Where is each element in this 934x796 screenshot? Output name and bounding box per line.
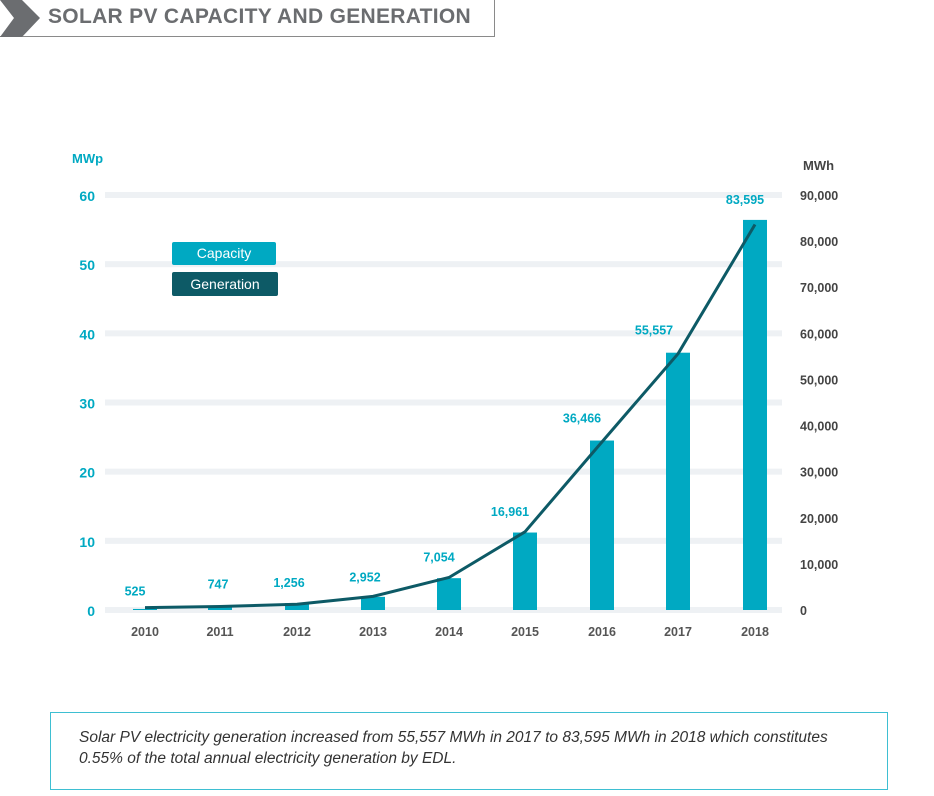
y-right-tick-label: 20,000 xyxy=(800,512,838,526)
section-header: SOLAR PV CAPACITY AND GENERATION xyxy=(0,0,495,37)
gridline xyxy=(105,261,782,268)
y-left-tick-label: 10 xyxy=(79,534,95,550)
generation-data-label: 16,961 xyxy=(491,505,529,519)
x-tick-label: 2018 xyxy=(741,625,769,639)
y-right-tick-label: 70,000 xyxy=(800,281,838,295)
y-right-axis-label: MWh xyxy=(803,158,834,173)
x-tick-label: 2011 xyxy=(206,625,233,639)
y-left-axis-label: MWp xyxy=(72,151,103,166)
section-title: SOLAR PV CAPACITY AND GENERATION xyxy=(48,5,472,28)
y-right-tick-label: 40,000 xyxy=(800,420,838,434)
generation-data-label: 747 xyxy=(208,578,229,592)
chart: 0 10 20 30 40 50 60 MWp 0 10,000 20,000 30,000 40,00… xyxy=(72,151,838,639)
generation-data-label: 1,256 xyxy=(273,576,304,590)
capacity-bar xyxy=(666,352,690,610)
y-left-tick-label: 30 xyxy=(79,396,95,412)
generation-data-label: 525 xyxy=(125,585,146,599)
y-right-tick-label: 50,000 xyxy=(800,373,838,387)
capacity-bar xyxy=(743,219,767,610)
gridline xyxy=(105,468,782,475)
y-right-tick-label: 80,000 xyxy=(800,235,838,249)
generation-data-label: 7,054 xyxy=(423,550,454,564)
gridline xyxy=(105,399,782,406)
legend-generation-label: Generation xyxy=(190,276,259,292)
generation-data-label: 36,466 xyxy=(563,412,601,426)
capacity-bar xyxy=(590,440,614,610)
x-tick-label: 2016 xyxy=(588,625,616,639)
x-tick-label: 2014 xyxy=(435,625,463,639)
x-tick-label: 2015 xyxy=(511,625,539,639)
y-right-tick-label: 10,000 xyxy=(800,558,838,572)
y-left-tick-label: 50 xyxy=(79,257,95,273)
x-tick-label: 2013 xyxy=(359,625,387,639)
generation-data-label: 83,595 xyxy=(726,193,764,207)
y-left-tick-label: 40 xyxy=(79,326,95,342)
legend-capacity-swatch xyxy=(172,242,276,265)
capacity-bar xyxy=(361,596,385,610)
capacity-bar xyxy=(285,603,309,610)
generation-data-label: 2,952 xyxy=(349,570,380,584)
gridline xyxy=(105,192,782,198)
capacity-bar xyxy=(208,607,232,610)
caption-box: Solar PV electricity generation increase… xyxy=(50,712,888,790)
capacity-bar xyxy=(513,532,537,610)
y-right-tick-label: 90,000 xyxy=(800,189,838,203)
gridline xyxy=(105,537,782,544)
y-left-tick-label: 20 xyxy=(79,465,95,481)
gridline xyxy=(105,330,782,337)
x-tick-label: 2010 xyxy=(131,625,159,639)
x-tick-label: 2012 xyxy=(283,625,311,639)
legend-generation-swatch xyxy=(172,272,278,296)
y-right-tick-label: 0 xyxy=(800,604,807,618)
y-left-tick-label: 0 xyxy=(87,603,95,619)
x-tick-label: 2017 xyxy=(664,625,692,639)
capacity-bar xyxy=(133,608,157,610)
y-left-tick-label: 60 xyxy=(79,188,95,204)
y-right-tick-label: 60,000 xyxy=(800,327,838,341)
y-right-tick-label: 30,000 xyxy=(800,466,838,480)
generation-data-label: 55,557 xyxy=(635,324,673,338)
capacity-bar xyxy=(437,578,461,610)
chevron-icon xyxy=(0,0,40,37)
legend-capacity-label: Capacity xyxy=(197,245,251,261)
